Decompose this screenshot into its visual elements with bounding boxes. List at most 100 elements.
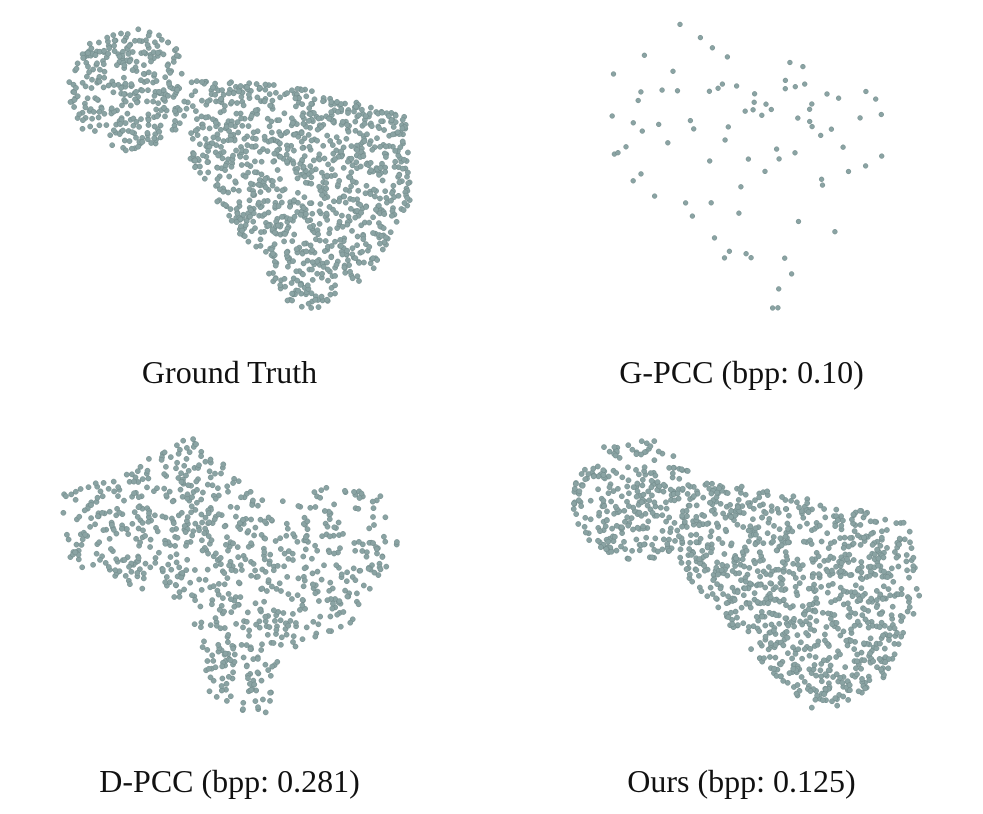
point bbox=[288, 115, 295, 122]
point bbox=[116, 131, 123, 137]
point bbox=[301, 194, 308, 201]
point bbox=[356, 130, 363, 137]
point bbox=[647, 470, 654, 476]
point bbox=[152, 560, 159, 566]
point bbox=[801, 646, 808, 653]
point bbox=[295, 287, 302, 294]
point bbox=[804, 520, 810, 527]
point bbox=[759, 613, 765, 620]
caption-ground-truth: Ground Truth bbox=[141, 354, 318, 390]
point bbox=[267, 689, 273, 696]
point bbox=[246, 197, 253, 204]
point bbox=[345, 110, 351, 116]
point bbox=[314, 270, 321, 277]
point bbox=[376, 125, 382, 132]
point bbox=[708, 507, 715, 514]
point bbox=[735, 504, 741, 511]
point bbox=[342, 269, 349, 276]
point bbox=[844, 556, 850, 562]
point bbox=[618, 524, 625, 531]
point bbox=[88, 502, 94, 508]
point bbox=[739, 556, 746, 563]
point bbox=[133, 535, 139, 542]
point bbox=[254, 94, 261, 101]
point bbox=[682, 200, 689, 206]
point bbox=[910, 554, 917, 561]
point bbox=[822, 637, 828, 644]
point bbox=[608, 548, 615, 555]
point bbox=[331, 501, 337, 508]
point bbox=[84, 73, 90, 80]
point bbox=[185, 467, 192, 474]
point bbox=[316, 151, 323, 158]
point bbox=[875, 555, 882, 562]
point bbox=[626, 503, 632, 509]
point bbox=[846, 682, 853, 688]
point bbox=[240, 102, 247, 109]
point bbox=[630, 178, 636, 184]
point bbox=[624, 483, 631, 490]
point bbox=[289, 297, 295, 304]
point bbox=[257, 149, 263, 155]
point bbox=[133, 119, 140, 125]
point bbox=[139, 585, 146, 592]
point bbox=[845, 697, 852, 703]
point bbox=[281, 550, 288, 557]
point bbox=[879, 153, 885, 159]
point bbox=[356, 278, 362, 284]
point bbox=[856, 596, 863, 603]
point bbox=[109, 142, 116, 149]
point bbox=[278, 641, 284, 648]
point bbox=[253, 81, 260, 87]
point bbox=[224, 698, 230, 704]
point bbox=[582, 466, 588, 473]
point bbox=[141, 62, 147, 68]
point bbox=[139, 520, 146, 526]
point bbox=[111, 488, 117, 495]
point bbox=[285, 263, 291, 270]
point bbox=[240, 706, 246, 713]
point bbox=[751, 99, 757, 105]
point bbox=[701, 513, 708, 519]
point bbox=[146, 456, 152, 462]
point bbox=[174, 442, 180, 449]
point-cloud-dpcc bbox=[60, 436, 400, 716]
point bbox=[225, 673, 232, 680]
point bbox=[316, 598, 322, 604]
point bbox=[270, 82, 277, 88]
point bbox=[219, 675, 226, 682]
point bbox=[701, 567, 708, 574]
point bbox=[148, 58, 154, 65]
point bbox=[829, 567, 835, 574]
point bbox=[619, 474, 626, 481]
point bbox=[71, 97, 78, 103]
point bbox=[838, 592, 844, 599]
point bbox=[63, 493, 69, 500]
point bbox=[161, 485, 168, 492]
point bbox=[878, 666, 884, 673]
point bbox=[587, 497, 594, 504]
point bbox=[348, 155, 355, 162]
point bbox=[770, 538, 776, 545]
point bbox=[394, 539, 400, 545]
point bbox=[857, 115, 863, 121]
point bbox=[822, 671, 829, 678]
point bbox=[183, 472, 189, 479]
point bbox=[790, 560, 797, 567]
point bbox=[336, 198, 342, 205]
point bbox=[349, 275, 356, 282]
point bbox=[158, 36, 165, 43]
point bbox=[397, 144, 404, 151]
point bbox=[396, 179, 403, 186]
point bbox=[762, 633, 769, 640]
point bbox=[659, 528, 666, 534]
point bbox=[600, 472, 607, 478]
point bbox=[227, 136, 234, 143]
point bbox=[868, 530, 875, 537]
point bbox=[230, 186, 237, 193]
point bbox=[250, 561, 257, 567]
point bbox=[401, 200, 408, 206]
point bbox=[715, 85, 721, 91]
point bbox=[315, 115, 322, 122]
point bbox=[333, 261, 340, 268]
